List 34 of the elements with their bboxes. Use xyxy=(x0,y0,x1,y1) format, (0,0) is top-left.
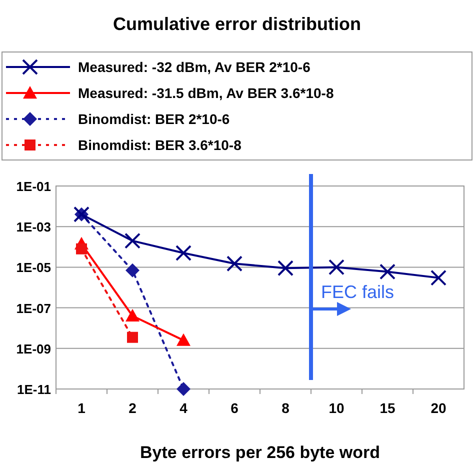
point xyxy=(430,270,446,286)
legend-label: Measured: -31.5 dBm, Av BER 3.6*10-8 xyxy=(78,85,334,101)
legend-label: Measured: -32 dBm, Av BER 2*10-6 xyxy=(78,59,311,75)
y-tick-label: 1E-03 xyxy=(16,220,51,235)
x-tick-label: 20 xyxy=(430,400,446,416)
x-tick-label: 8 xyxy=(282,400,290,416)
point xyxy=(126,308,140,322)
point xyxy=(176,245,192,262)
point xyxy=(278,260,294,276)
point xyxy=(127,332,138,343)
chart-title: Cumulative error distribution xyxy=(112,14,362,34)
point xyxy=(176,382,190,396)
y-tick-label: 1E-11 xyxy=(17,382,51,397)
y-tick-label: 1E-09 xyxy=(16,341,51,356)
x-axis-title: Byte errors per 256 byte word xyxy=(140,443,380,462)
y-tick-label: 1E-01 xyxy=(16,179,51,194)
y-tick-label: 1E-05 xyxy=(16,260,51,276)
x-tick-label: 2 xyxy=(128,400,137,416)
point xyxy=(176,333,190,346)
point xyxy=(380,264,396,280)
point xyxy=(124,232,140,249)
point xyxy=(226,256,242,272)
y-tick-label: 1E-07 xyxy=(16,300,51,316)
x-tick-label: 4 xyxy=(180,400,188,416)
legend-label: Binomdist: BER 2*10-6 xyxy=(78,111,230,127)
x-tick-label: 10 xyxy=(328,400,344,416)
x-tick-label: 6 xyxy=(230,400,239,416)
annotation: FEC fails xyxy=(321,282,394,302)
legend-label: Binomdist: BER 3.6*10-8 xyxy=(78,137,242,153)
point xyxy=(76,243,87,254)
point xyxy=(328,259,344,276)
x-tick-label: 1 xyxy=(78,400,86,416)
x-tick-label: 15 xyxy=(380,400,396,416)
point xyxy=(126,263,140,278)
